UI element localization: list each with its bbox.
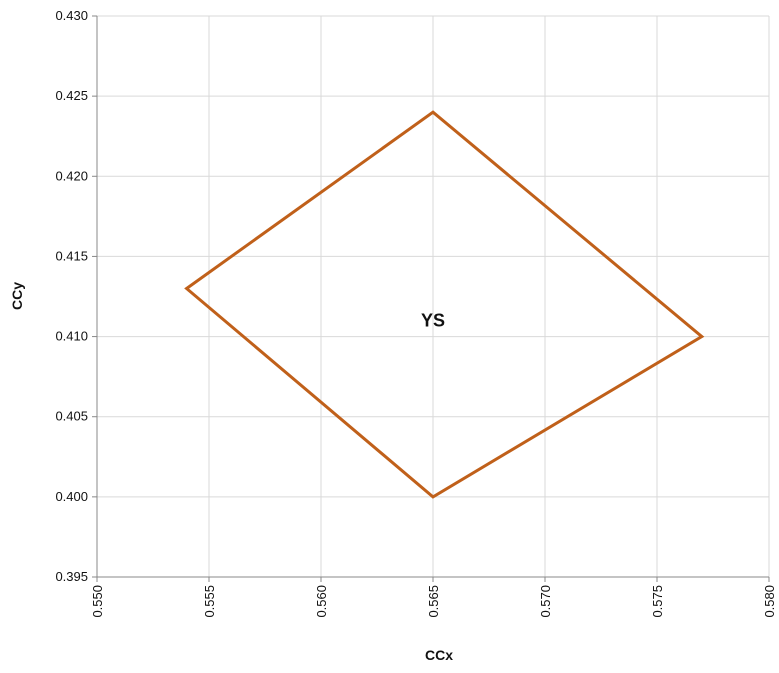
series-outline-ys <box>187 112 702 497</box>
x-tick-label: 0.550 <box>90 585 105 618</box>
series-layer: YS <box>187 112 702 497</box>
y-tick-label: 0.425 <box>55 88 88 103</box>
y-tick-label: 0.410 <box>55 329 88 344</box>
region-label: YS <box>421 311 445 331</box>
y-axis-title: CCy <box>9 282 25 310</box>
x-axis-title: CCx <box>425 647 453 663</box>
x-tick-label: 0.575 <box>650 585 665 618</box>
y-tick-label: 0.420 <box>55 168 88 183</box>
y-tick-label: 0.430 <box>55 8 88 23</box>
x-tick-label: 0.565 <box>426 585 441 618</box>
y-tick-label: 0.400 <box>55 489 88 504</box>
tick-labels: 0.550 0.555 0.560 0.565 0.570 0.575 0.580 0.395… <box>55 8 777 618</box>
y-tick-label: 0.395 <box>55 569 88 584</box>
x-tick-label: 0.560 <box>314 585 329 618</box>
y-tick-label: 0.415 <box>55 248 88 263</box>
x-tick-label: 0.555 <box>202 585 217 618</box>
x-tick-label: 0.580 <box>762 585 777 618</box>
y-tick-label: 0.405 <box>55 409 88 424</box>
x-tick-label: 0.570 <box>538 585 553 618</box>
